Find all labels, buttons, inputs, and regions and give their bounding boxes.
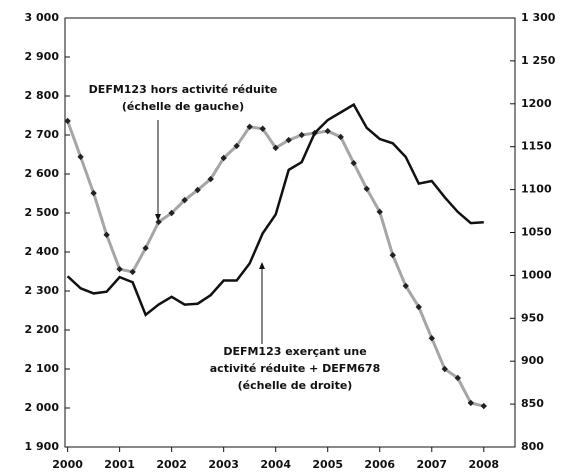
y2-tick-label: 1200 <box>521 97 552 110</box>
y2-tick-label: 800 <box>521 440 544 453</box>
point-marker <box>389 251 396 259</box>
point-marker <box>142 244 149 252</box>
point-marker <box>64 117 71 125</box>
x-tick-label: 2000 <box>52 458 83 471</box>
y2-tick-label: 1100 <box>521 183 552 196</box>
x-tick-label: 2007 <box>416 458 447 471</box>
x-tick-label: 2004 <box>260 458 291 471</box>
annotation-text: (échelle de droite) <box>238 379 353 392</box>
y2-tick-label: 1050 <box>521 226 552 239</box>
point-marker <box>259 125 266 132</box>
x-tick-label: 2005 <box>312 458 343 471</box>
x-tick-label: 2003 <box>208 458 239 471</box>
point-marker <box>207 175 214 183</box>
annotation-text: DEFM123 hors activité réduite <box>89 83 278 96</box>
y-tick-label: 2 500 <box>25 206 60 219</box>
annotation-text: (échelle de gauche) <box>122 100 244 113</box>
point-marker <box>363 185 370 193</box>
annotation-text: DEFM123 exerçant une <box>223 345 366 358</box>
y-tick-label: 2 800 <box>25 89 60 102</box>
y-tick-label: 3 000 <box>25 11 60 24</box>
y-tick-label: 2 700 <box>25 128 60 141</box>
point-marker <box>77 153 84 161</box>
point-marker <box>415 303 422 311</box>
point-marker <box>428 334 435 342</box>
y2-tick-label: 1150 <box>521 140 552 153</box>
point-marker <box>376 208 383 216</box>
y-tick-label: 2 200 <box>25 323 60 336</box>
x-tick-label: 2006 <box>364 458 395 471</box>
point-marker <box>103 231 110 239</box>
y-tick-label: 2 100 <box>25 362 60 375</box>
point-marker <box>285 136 292 144</box>
point-marker <box>402 282 409 290</box>
y-tick-label: 2 300 <box>25 284 60 297</box>
point-marker <box>233 142 240 150</box>
y2-tick-label: 850 <box>521 397 544 410</box>
y2-tick-label: 950 <box>521 311 544 324</box>
x-tick-label: 2001 <box>104 458 135 471</box>
y-tick-label: 2 400 <box>25 245 60 258</box>
point-marker <box>246 123 253 131</box>
point-marker <box>116 265 123 273</box>
point-marker <box>168 209 175 217</box>
point-marker <box>350 159 357 167</box>
point-marker <box>272 144 279 152</box>
y-tick-label: 2 000 <box>25 401 60 414</box>
y2-tick-label: 1000 <box>521 268 552 281</box>
series-line <box>66 102 484 317</box>
point-marker <box>324 127 331 135</box>
x-tick-label: 2002 <box>156 458 187 471</box>
y-tick-label: 2 900 <box>25 50 60 63</box>
point-marker <box>337 133 344 141</box>
y-tick-label: 1 900 <box>25 440 60 453</box>
point-marker <box>480 402 487 410</box>
point-marker <box>90 189 97 197</box>
point-marker <box>129 268 136 276</box>
y2-tick-label: 900 <box>521 354 544 367</box>
x-tick-label: 2008 <box>468 458 499 471</box>
y-tick-label: 2 600 <box>25 167 60 180</box>
annotation-text: activité réduite + DEFM678 <box>210 362 380 375</box>
point-marker <box>441 365 448 373</box>
point-marker <box>194 186 201 194</box>
point-marker <box>467 399 474 407</box>
y2-tick-label: 1 250 <box>521 54 556 67</box>
point-marker <box>298 131 305 139</box>
point-marker <box>454 374 461 382</box>
y2-tick-label: 1 300 <box>521 11 556 24</box>
point-marker <box>181 196 188 204</box>
point-marker <box>220 154 227 162</box>
